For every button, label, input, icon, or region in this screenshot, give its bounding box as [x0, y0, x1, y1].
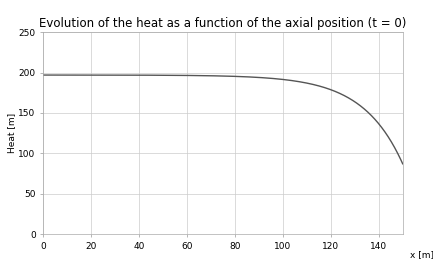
Title: Evolution of the heat as a function of the axial position (t = 0): Evolution of the heat as a function of t…: [39, 17, 407, 30]
Y-axis label: Heat [m]: Heat [m]: [6, 113, 16, 153]
Text: x [m]: x [m]: [410, 250, 433, 259]
